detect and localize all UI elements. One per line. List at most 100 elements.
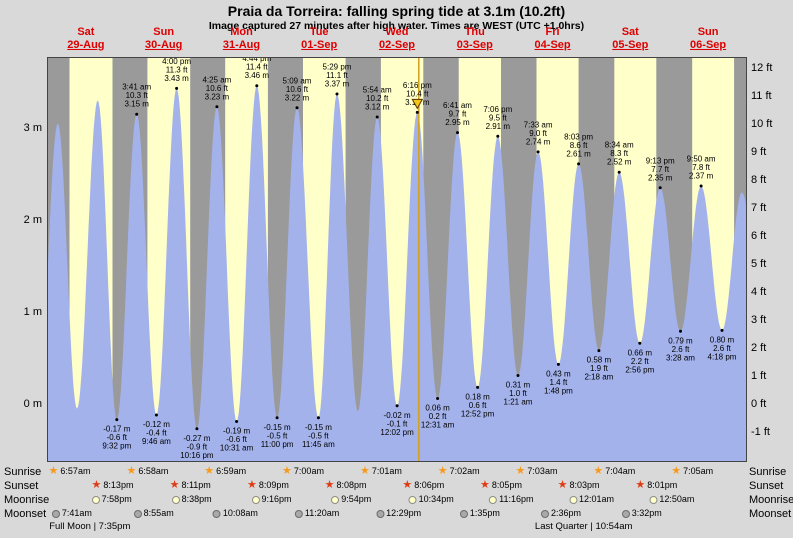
page-title: Praia da Torreira: falling spring tide a… xyxy=(227,3,566,19)
tide-extreme-label: -0.15 m -0.5 ft 11:00 pm xyxy=(261,423,294,449)
tide-extreme-label: 8:34 am 8.3 ft 2.52 m xyxy=(605,141,634,167)
moonset-icon xyxy=(294,509,303,518)
moonset-icon xyxy=(540,509,549,518)
tide-extreme-dot xyxy=(679,329,682,333)
tide-extreme-dot xyxy=(215,105,219,109)
sunset-star-icon: ★ xyxy=(635,479,646,491)
tide-extreme-dot xyxy=(516,374,520,377)
sunrise-entry: ★ 6:59am xyxy=(204,466,246,477)
sunset-entry: ★ 8:03pm xyxy=(558,480,600,491)
tide-extreme-dot xyxy=(496,134,500,138)
tide-extreme-dot xyxy=(638,341,642,345)
day-header: Sat 05-Sep xyxy=(591,26,669,52)
sunrise-time: 7:03am xyxy=(527,466,558,476)
tide-extreme-label: 6:41 am 9.7 ft 2.95 m xyxy=(443,101,472,127)
tide-extreme-dot xyxy=(658,186,662,190)
day-date: 04-Sep xyxy=(534,39,571,51)
tide-extreme-dot xyxy=(456,131,459,135)
sunrise-star-icon: ★ xyxy=(671,465,682,477)
moonset-time: 12:29pm xyxy=(386,508,422,518)
tide-extreme-dot xyxy=(699,184,703,188)
page-subtitle: Image captured 27 minutes after high wat… xyxy=(208,20,585,32)
day-date: 06-Sep xyxy=(690,39,727,51)
sunset-time: 8:08pm xyxy=(336,480,367,490)
tide-extreme-label: 4:00 pm 11.3 ft 3.43 m xyxy=(162,57,191,83)
sunset-entry: ★ 8:09pm xyxy=(247,480,289,491)
sunset-star-icon: ★ xyxy=(246,479,257,491)
sunset-time: 8:03pm xyxy=(569,480,600,490)
sunset-time: 8:06pm xyxy=(414,480,445,490)
moonset-entry: 8:55am xyxy=(133,508,174,519)
day-name: Sat xyxy=(77,26,95,38)
y-axis-label-ft: 9 ft xyxy=(751,145,767,158)
sunrise-time: 7:04am xyxy=(605,466,636,476)
moonset-time: 11:20am xyxy=(304,508,340,518)
moonrise-time: 12:01am xyxy=(578,494,615,504)
tide-extreme-dot xyxy=(275,416,279,420)
sunset-row-label-right: Sunset xyxy=(749,480,784,492)
sunrise-star-icon: ★ xyxy=(515,465,526,477)
tide-extreme-dot xyxy=(536,150,540,154)
tide-extreme-dot xyxy=(556,362,560,366)
moonset-icon xyxy=(621,509,630,518)
sunset-star-icon: ★ xyxy=(557,479,568,491)
day-name: Wed xyxy=(385,26,409,38)
moonrise-entry: 12:50am xyxy=(649,494,694,505)
sunrise-time: 6:57am xyxy=(60,466,91,476)
day-header: Thu 03-Sep xyxy=(436,26,514,52)
sunset-time: 8:09pm xyxy=(258,480,289,490)
y-axis-label-ft: 5 ft xyxy=(751,257,767,270)
moonrise-time: 9:54pm xyxy=(341,494,372,504)
tide-extreme-dot xyxy=(577,162,581,166)
tide-extreme-dot xyxy=(375,115,379,119)
moonset-entry: 12:29pm xyxy=(376,508,421,519)
day-name: Sun xyxy=(697,26,719,38)
moonset-time: 1:35pm xyxy=(469,508,500,518)
tide-extreme-dot xyxy=(255,84,259,88)
sunset-time: 8:05pm xyxy=(491,480,522,490)
sunrise-time: 7:00am xyxy=(293,466,324,476)
day-date: 03-Sep xyxy=(456,39,493,51)
sunset-entry: ★ 8:01pm xyxy=(635,480,677,491)
day-date: 02-Sep xyxy=(378,39,416,51)
moonset-entry: 11:20am xyxy=(294,508,340,519)
moonrise-icon xyxy=(171,495,180,504)
sunrise-row-label-right: Sunrise xyxy=(749,466,787,478)
tide-extreme-label: 0.18 m 0.6 ft 12:52 pm xyxy=(461,392,495,418)
tide-extreme-label: 8:03 pm 8.6 ft 2.61 m xyxy=(564,132,593,158)
tide-extreme-label: 3:41 am 10.3 ft 3.15 m xyxy=(122,83,151,109)
tide-extreme-label: 5:09 am 10.6 ft 3.22 m xyxy=(283,76,312,102)
moonrise-time: 9:16pm xyxy=(261,494,292,504)
day-header: Sun 06-Sep xyxy=(669,26,747,52)
day-date: 05-Sep xyxy=(612,39,649,51)
moonrise-entry: 12:01am xyxy=(568,494,615,505)
tide-extreme-label: 0.31 m 1.0 ft 1:21 am xyxy=(504,381,533,407)
sunset-star-icon: ★ xyxy=(402,479,413,491)
sunrise-entry: ★ 7:03am xyxy=(516,466,558,477)
tide-extreme-label: -0.12 m -0.4 ft 9:46 am xyxy=(142,420,171,446)
y-axis-label-m: 1 m xyxy=(23,306,42,318)
y-axis-label-ft: 6 ft xyxy=(751,229,767,242)
moonset-time: 7:41am xyxy=(61,508,92,518)
tide-extreme-label: 0.58 m 1.9 ft 2:18 am xyxy=(584,356,613,382)
tide-extreme-dot xyxy=(720,328,724,332)
plot-border xyxy=(47,57,747,462)
tide-extreme-label: 7:33 am 9.0 ft 2.74 m xyxy=(524,120,553,146)
day-header: Sun 30-Aug xyxy=(125,26,203,52)
moonrise-time: 8:38pm xyxy=(181,494,212,504)
tide-extreme-label: -0.17 m -0.6 ft 9:32 pm xyxy=(102,425,131,451)
sunset-time: 8:01pm xyxy=(647,480,678,490)
tide-extreme-dot xyxy=(335,92,339,96)
sunrise-entry: ★ 7:05am xyxy=(671,466,713,477)
moonrise-entry: 7:58pm xyxy=(91,494,132,505)
day-date: 01-Sep xyxy=(301,39,338,51)
tide-extreme-label: -0.19 m -0.6 ft 10:31 am xyxy=(220,427,254,453)
sunset-row-label-left: Sunset xyxy=(4,480,39,492)
y-axis-label-ft: 3 ft xyxy=(751,313,767,326)
sunset-entry: ★ 8:13pm xyxy=(92,480,134,491)
tide-extreme-label: -0.27 m -0.9 ft 10:16 pm xyxy=(180,434,214,460)
moonset-time: 8:55am xyxy=(143,508,174,518)
moonrise-icon xyxy=(91,495,100,504)
moonrise-row-label-left: Moonrise xyxy=(4,494,50,506)
day-header: Sat 29-Aug xyxy=(47,26,125,52)
